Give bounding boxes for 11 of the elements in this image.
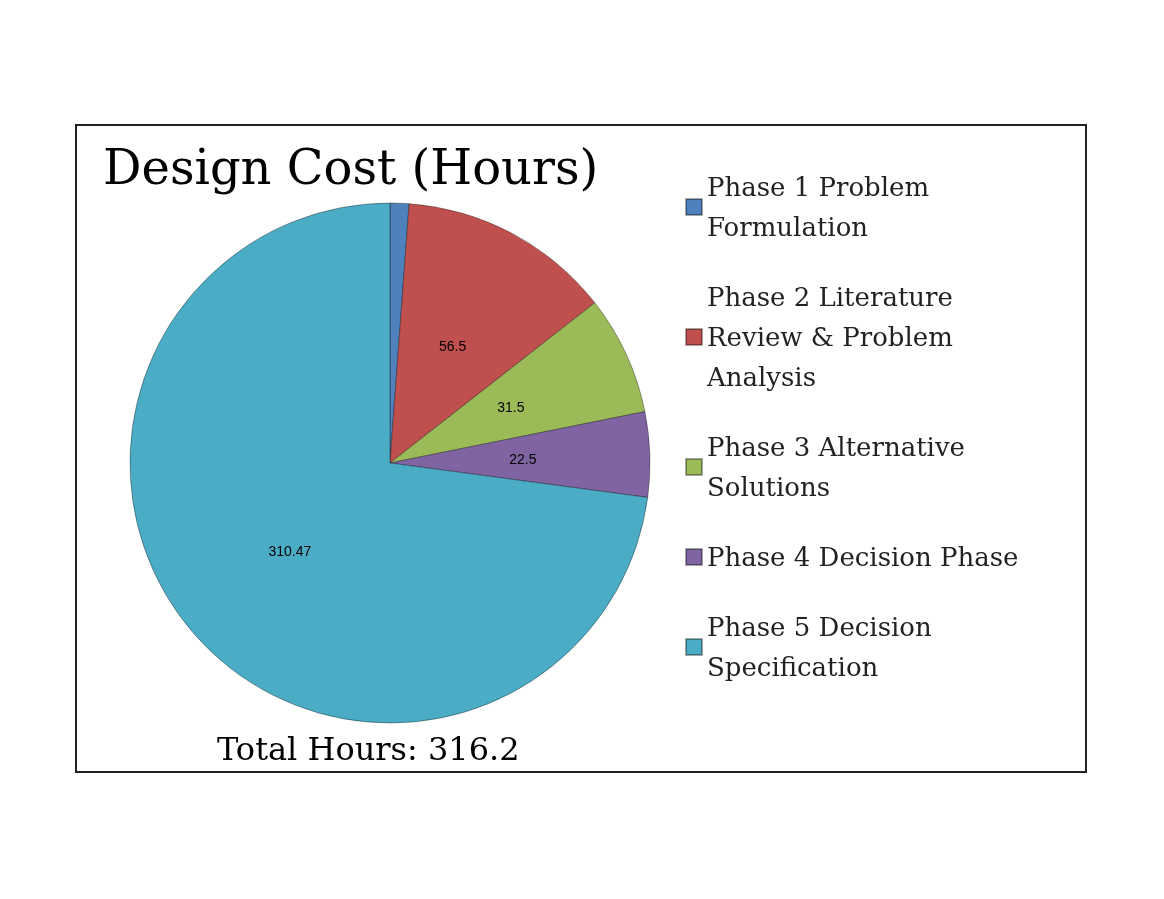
legend-label: Phase 2 Literature Review & Problem Analysis <box>706 282 962 392</box>
data-label: 310.47 <box>268 542 312 559</box>
legend-label: Phase 4 Decision Phase <box>707 542 1019 572</box>
legend-label: Phase 3 Alternative Solutions <box>707 432 974 502</box>
data-label: 22.5 <box>509 450 537 467</box>
legend-label: Phase 5 Decision Specification <box>707 612 940 682</box>
legend-label: Phase 1 Problem Formulation <box>707 172 938 242</box>
text: Total Hours: 316.2 <box>217 730 520 768</box>
data-label: 56.5 <box>439 337 467 354</box>
chart-title: Design Cost (Hours) <box>103 139 599 195</box>
data-label: 31.5 <box>497 399 525 416</box>
